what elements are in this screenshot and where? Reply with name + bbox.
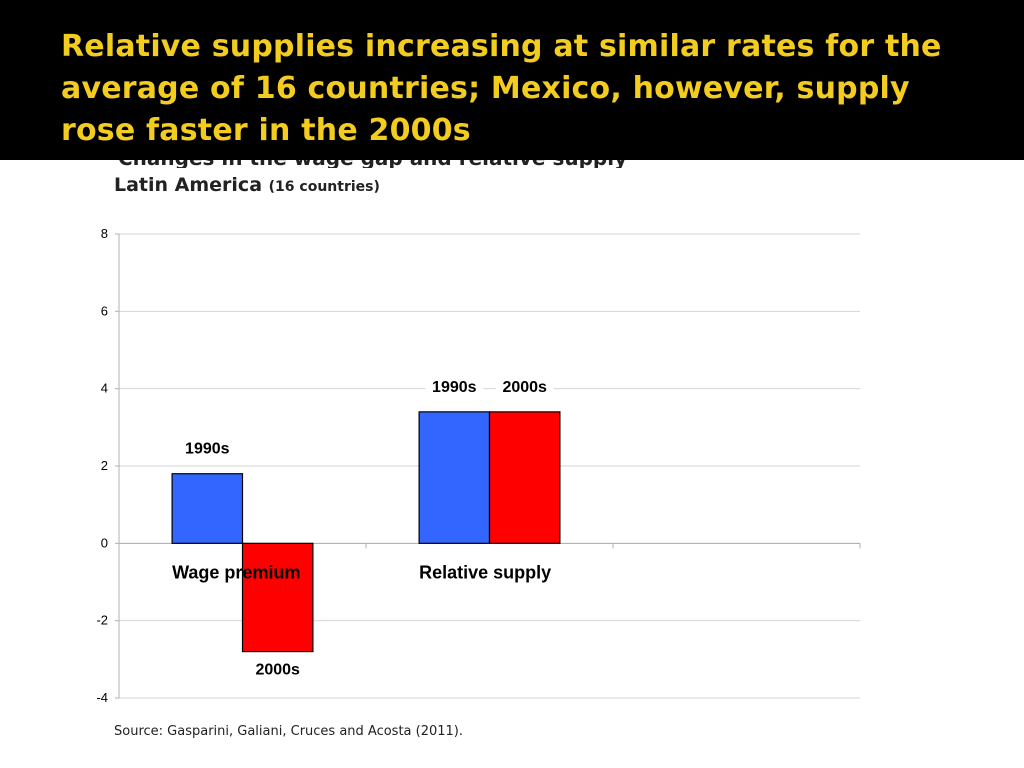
y-tick-label: -4 <box>96 690 108 705</box>
bar-1990s-1 <box>418 411 491 544</box>
y-tick-label: 4 <box>101 381 108 396</box>
data-label: 1990s <box>432 379 477 396</box>
y-axis: -4 -2 0 2 4 6 8 <box>96 226 861 705</box>
bar-2000s-1 <box>488 411 561 544</box>
data-label-bg <box>425 376 484 397</box>
region-note: (16 countries) <box>268 179 380 195</box>
category-label: Relative supply <box>419 562 551 582</box>
bars <box>171 411 561 653</box>
data-label-bg <box>495 376 554 397</box>
data-label-bg <box>248 659 307 680</box>
data-label: 1990s <box>185 441 230 458</box>
data-labels: Wage premium Relative supply 1990s 2000s 199… <box>172 376 554 680</box>
subtitle-partial: Changes in the wage gap and relative sup… <box>0 160 1024 168</box>
y-tick-label: -2 <box>96 613 108 628</box>
data-label-bg <box>178 438 237 459</box>
data-label: 2000s <box>255 662 300 679</box>
region-heading: Latin America (16 countries) <box>114 174 380 196</box>
source-note: Source: Gasparini, Galiani, Cruces and A… <box>114 724 464 739</box>
subtitle-text: Changes in the wage gap and relative sup… <box>118 160 627 168</box>
data-label: 2000s <box>502 379 547 396</box>
region-label: Latin America <box>114 174 263 196</box>
bar-2000s-0 <box>241 542 314 653</box>
category-label: Wage premium <box>172 562 300 582</box>
bar-1990s-0 <box>171 473 244 544</box>
y-tick-label: 2 <box>101 458 108 473</box>
y-tick-label: 0 <box>101 535 108 550</box>
y-tick-label: 8 <box>101 226 108 241</box>
slide-title: Relative supplies increasing at similar … <box>0 0 1024 160</box>
y-tick-label: 6 <box>101 303 108 318</box>
